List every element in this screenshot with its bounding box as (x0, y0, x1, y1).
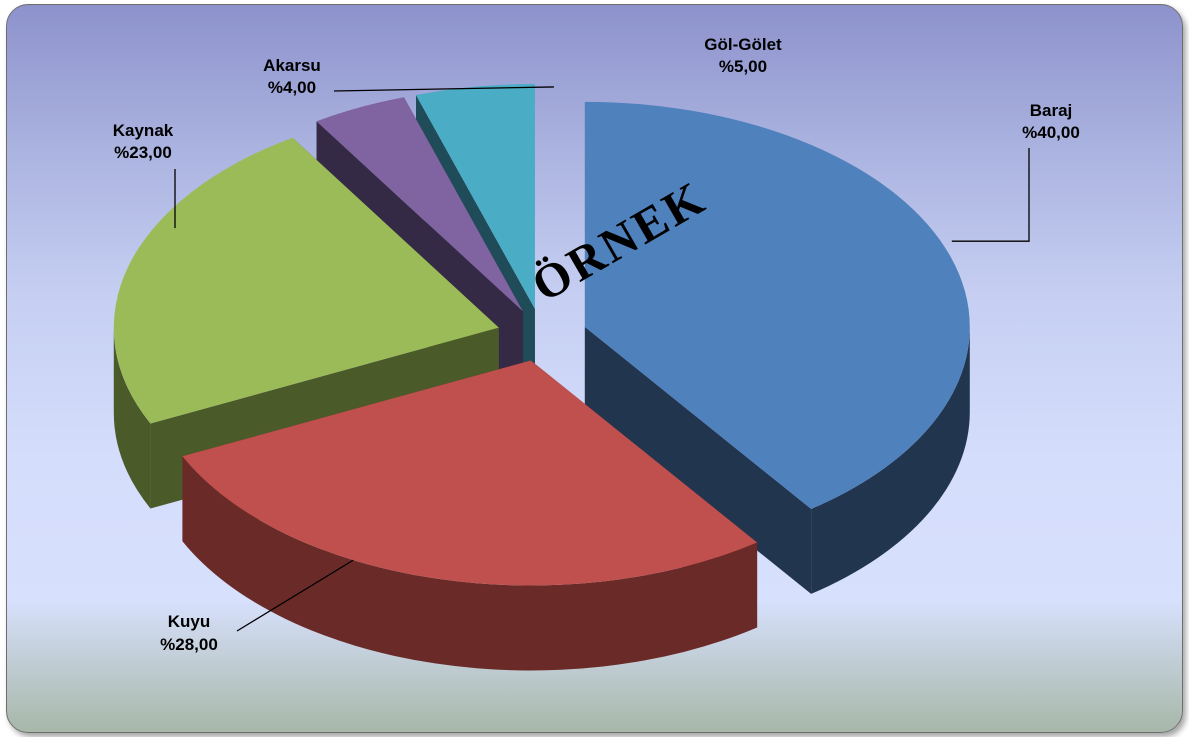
slice-top (113, 137, 499, 424)
leader-line-akarsu (333, 86, 554, 92)
pie-slice-kuyu (182, 360, 758, 671)
slice-outer-wall (182, 456, 758, 671)
label-golgolet-value: %5,00 (719, 57, 767, 76)
label-kaynak-value: %23,00 (114, 143, 172, 162)
slice-outer-wall (811, 326, 970, 594)
slice-wall-end (584, 326, 812, 594)
label-kaynak-name: Kaynak (113, 121, 174, 140)
label-kuyu-name: Kuyu (168, 612, 211, 631)
slice-top (316, 97, 523, 312)
leader-line-kuyu (236, 559, 354, 632)
leader-lines (174, 86, 1030, 632)
chart-frame: Baraj %40,00 Kuyu %28,00 Kaynak %23,00 A… (6, 4, 1183, 733)
slice-outer-wall (113, 327, 151, 509)
slices-layer (113, 84, 970, 671)
pie-chart: Baraj %40,00 Kuyu %28,00 Kaynak %23,00 A… (113, 35, 1080, 671)
label-kuyu-value: %28,00 (160, 635, 218, 654)
slice-top (182, 360, 758, 586)
slice-top (415, 84, 535, 310)
label-golgolet-name: Göl-Gölet (704, 35, 782, 54)
pie-slice-baraj (584, 101, 970, 594)
label-akarsu-name: Akarsu (263, 56, 321, 75)
leader-line-baraj (951, 148, 1030, 242)
label-baraj-name: Baraj (1030, 101, 1073, 120)
label-baraj-value: %40,00 (1022, 123, 1080, 142)
slice-top (584, 101, 970, 509)
label-akarsu-value: %4,00 (268, 78, 316, 97)
